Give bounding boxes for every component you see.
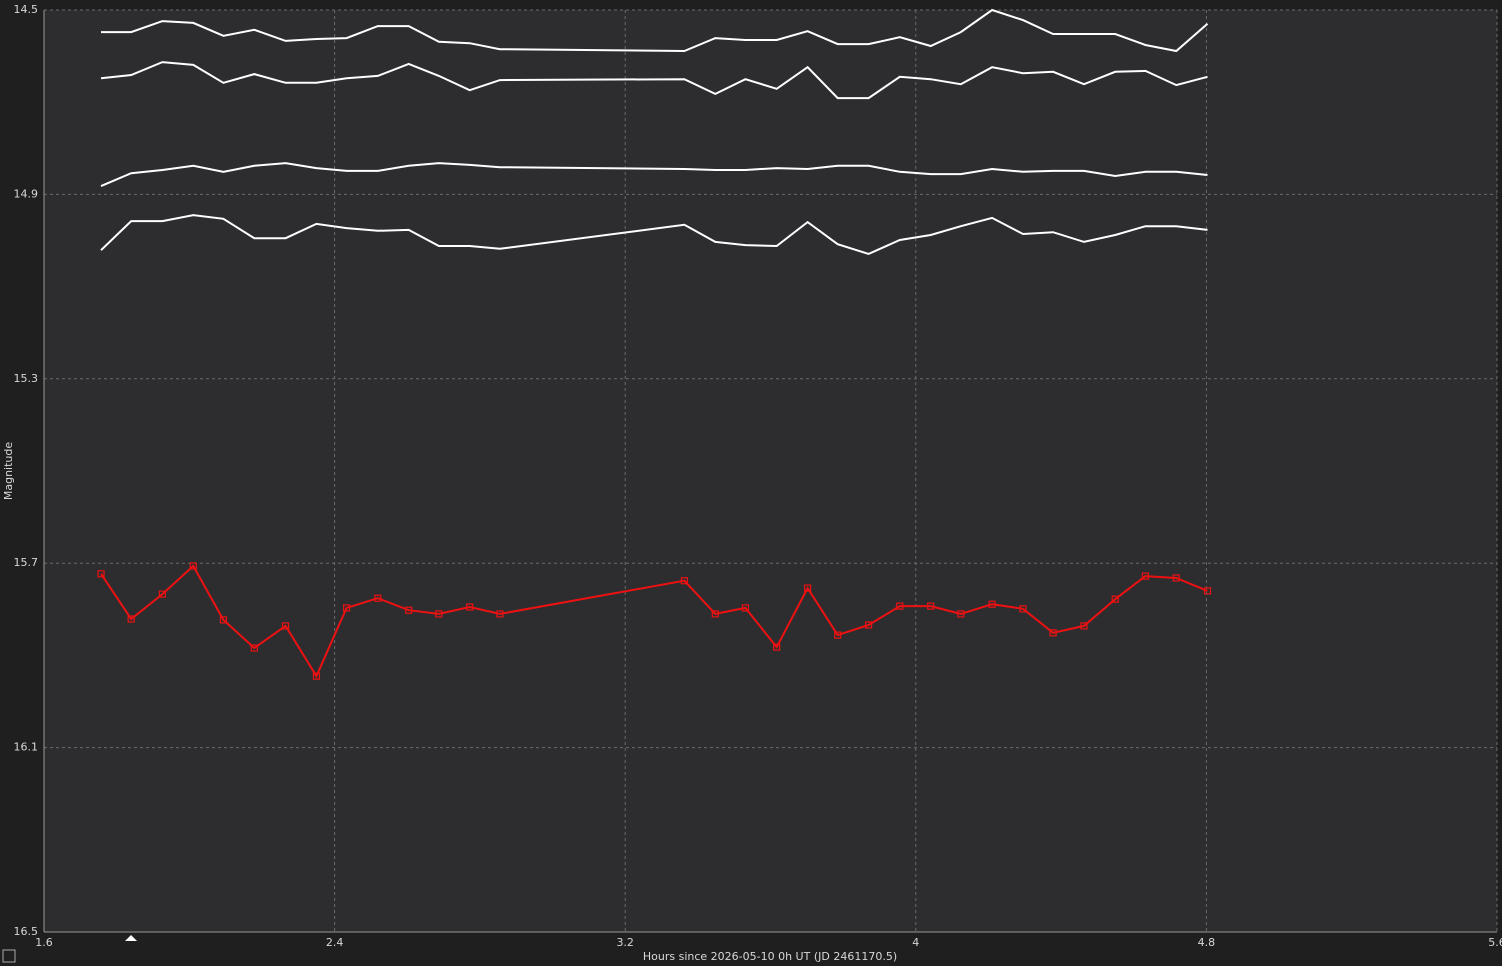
toggle-icon[interactable] (2, 949, 16, 963)
data-point (496, 610, 504, 618)
data-point (1141, 572, 1149, 580)
data-point (250, 644, 258, 652)
marker-triangle (125, 935, 137, 941)
y-axis-label: Magnitude (2, 442, 15, 501)
data-point (680, 577, 689, 585)
data-point (189, 562, 197, 570)
y-tick-label: 14.5 (14, 3, 39, 16)
data-point (927, 602, 935, 610)
data-point (466, 603, 474, 611)
x-tick-label: 5.6 (1488, 936, 1502, 949)
series-line (100, 214, 1208, 255)
data-point (1111, 595, 1119, 603)
data-point (281, 622, 290, 630)
x-tick-label: 1.6 (35, 936, 53, 949)
data-point (773, 643, 781, 651)
data-point (435, 610, 443, 618)
data-point (374, 594, 382, 602)
data-point (127, 615, 135, 623)
y-tick-label: 14.9 (14, 187, 39, 200)
x-axis-label: Hours since 2026-05-10 0h UT (JD 2461170… (643, 950, 897, 963)
data-point (219, 616, 228, 624)
data-point (97, 570, 105, 578)
data-point (1080, 622, 1088, 630)
data-point (741, 604, 750, 612)
x-tick-label: 4 (912, 936, 919, 949)
data-point (1019, 605, 1027, 613)
series-line (100, 61, 1208, 100)
data-point (834, 631, 842, 639)
data-point (1172, 574, 1180, 582)
data-point (405, 606, 413, 614)
plot-area (44, 10, 1497, 932)
data-point (988, 600, 996, 608)
x-tick-label: 2.4 (326, 936, 344, 949)
series-line (101, 8, 1209, 53)
data-point (864, 621, 873, 629)
series-line (100, 162, 1208, 188)
data-point (312, 672, 321, 680)
data-point (1203, 587, 1212, 595)
y-tick-label: 15.7 (14, 556, 39, 569)
x-tick-label: 4.8 (1198, 936, 1216, 949)
y-tick-label: 16.1 (14, 741, 39, 754)
data-point (803, 584, 812, 592)
data-point (1049, 629, 1057, 637)
data-point (896, 602, 904, 610)
data-point (158, 590, 167, 598)
y-tick-label: 15.3 (14, 372, 39, 385)
data-point (957, 610, 965, 618)
y-tick-label: 16.5 (14, 925, 39, 938)
data-point (342, 604, 351, 612)
series-line (100, 564, 1208, 679)
data-point (711, 610, 719, 618)
x-tick-label: 3.2 (616, 936, 634, 949)
